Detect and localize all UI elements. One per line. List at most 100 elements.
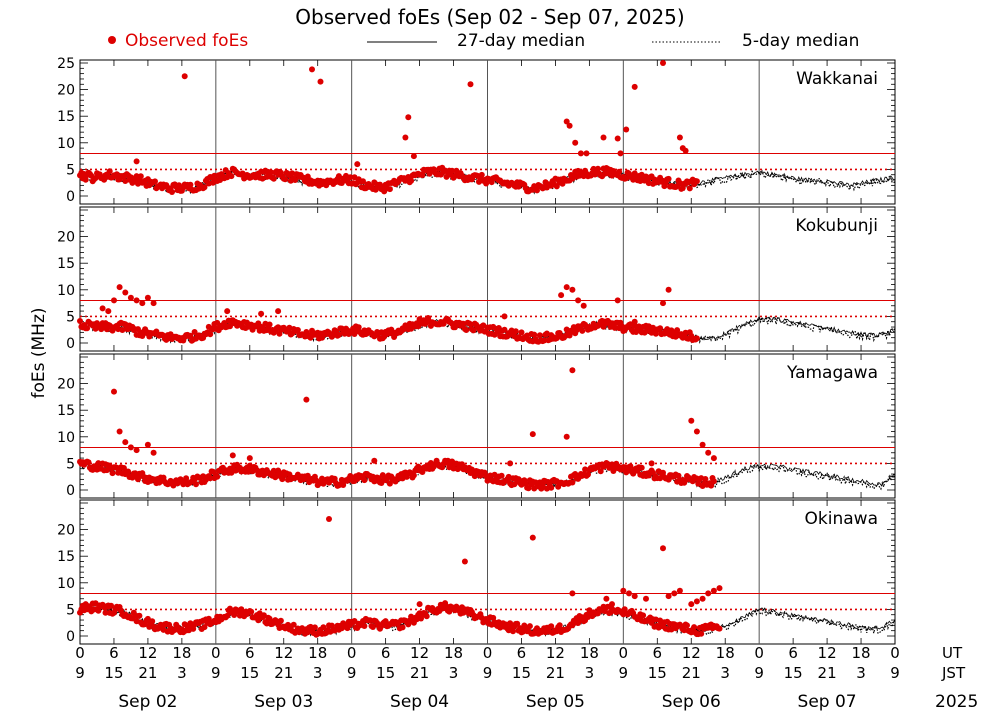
observed-point <box>187 181 194 188</box>
observed-point <box>558 292 565 299</box>
observed-point <box>686 185 693 192</box>
observed-point <box>563 118 570 125</box>
observed-point <box>268 169 274 176</box>
observed-point <box>682 147 689 154</box>
observed-point <box>408 177 415 184</box>
observed-point <box>410 472 417 479</box>
jst-tick-label: 3 <box>177 664 187 682</box>
ut-tick-label: 0 <box>347 644 357 662</box>
ut-tick-label: 12 <box>682 644 701 662</box>
observed-point <box>585 471 591 478</box>
observed-point <box>410 153 417 160</box>
observed-point <box>282 176 289 183</box>
jst-tick-label: 9 <box>211 664 221 682</box>
observed-point <box>150 300 157 307</box>
observed-series <box>77 367 717 492</box>
observed-point <box>309 66 315 73</box>
observed-point <box>402 134 409 141</box>
observed-point <box>102 609 109 616</box>
ut-tick-label: 18 <box>444 644 463 662</box>
observed-point <box>631 83 638 90</box>
observed-point <box>609 601 615 608</box>
observed-point <box>665 476 672 483</box>
observed-point <box>231 612 238 618</box>
observed-point <box>127 294 134 301</box>
observed-point <box>705 590 712 597</box>
observed-point <box>582 466 589 473</box>
observed-point <box>716 585 723 592</box>
observed-point <box>627 463 634 470</box>
observed-point <box>328 622 335 629</box>
observed-point <box>693 598 700 605</box>
observed-point <box>583 150 590 157</box>
ut-tick-label: 12 <box>546 644 565 662</box>
y-axis-label: foEs (MHz) <box>29 307 49 398</box>
observed-point <box>710 455 717 462</box>
ut-tick-label: 6 <box>381 644 391 662</box>
observed-point <box>82 171 89 178</box>
observed-point <box>139 333 146 339</box>
observed-point <box>611 324 618 331</box>
observed-point <box>698 630 705 637</box>
observed-point <box>150 449 157 456</box>
ut-tick-label: 6 <box>788 644 798 662</box>
observed-point <box>702 476 709 482</box>
legend-5day-label: 5-day median <box>742 31 859 51</box>
observed-point <box>229 452 236 459</box>
observed-point <box>106 168 113 175</box>
jst-tick-label: 15 <box>784 664 803 682</box>
y-tick-label: 15 <box>57 549 75 565</box>
observed-point <box>122 289 129 296</box>
observed-point <box>623 126 630 133</box>
y-tick-label: 15 <box>57 109 75 125</box>
observed-point <box>266 321 273 328</box>
observed-point <box>416 316 423 323</box>
observed-point <box>144 294 151 301</box>
ut-tick-label: 6 <box>245 644 255 662</box>
observed-point <box>105 308 112 315</box>
observed-point <box>471 473 478 480</box>
observed-point <box>361 477 368 484</box>
observed-point <box>371 457 378 464</box>
observed-point <box>169 189 175 195</box>
ut-tick-label: 18 <box>580 644 599 662</box>
jst-tick-label: 21 <box>274 664 293 682</box>
observed-point <box>467 81 474 88</box>
jst-tick-label: 9 <box>347 664 357 682</box>
observed-point <box>501 326 508 333</box>
observed-point <box>529 431 536 438</box>
jst-tick-label: 21 <box>546 664 565 682</box>
y-tick-label: 5 <box>66 456 75 472</box>
ut-label: UT <box>942 644 963 662</box>
observed-point <box>716 625 723 632</box>
observed-point <box>181 73 188 80</box>
y-tick-label: 0 <box>66 629 75 645</box>
observed-point <box>354 161 361 168</box>
observed-point <box>675 472 682 479</box>
jst-tick-label: 3 <box>449 664 459 682</box>
observed-point <box>248 608 255 615</box>
ut-tick-label: 12 <box>138 644 157 662</box>
observed-point <box>382 618 389 625</box>
observed-series <box>77 284 700 345</box>
observed-point <box>133 158 140 165</box>
station-name: Kokubunji <box>795 216 878 236</box>
observed-point <box>461 558 468 565</box>
observed-point <box>643 595 649 602</box>
observed-point <box>556 622 563 629</box>
observed-point <box>191 329 198 335</box>
jst-tick-label: 21 <box>682 664 701 682</box>
y-tick-label: 20 <box>57 523 75 539</box>
observed-point <box>569 286 576 293</box>
jst-tick-label: 15 <box>648 664 667 682</box>
observed-point <box>603 595 610 602</box>
observed-point <box>478 171 485 178</box>
observed-point <box>531 331 538 338</box>
observed-point <box>82 601 89 608</box>
observed-point <box>109 470 116 477</box>
observed-point <box>684 622 690 629</box>
observed-point <box>144 441 151 448</box>
observed-point <box>201 184 208 191</box>
observed-point <box>566 122 573 129</box>
observed-point <box>111 388 117 395</box>
